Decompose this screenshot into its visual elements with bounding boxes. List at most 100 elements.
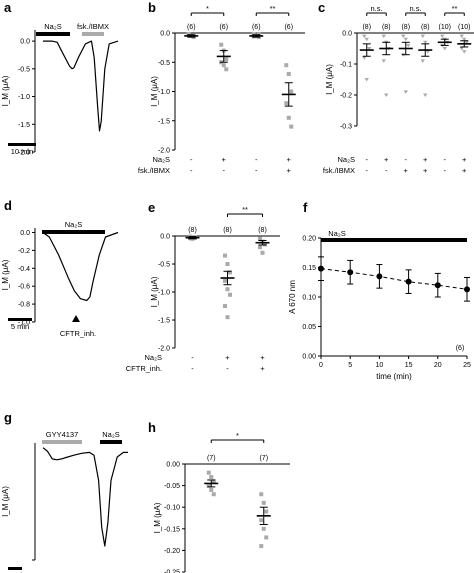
panel-e-condition-sign: + xyxy=(260,364,265,373)
panel-d-y-tick-label: -0.4 xyxy=(18,266,30,273)
panel-e-data-point xyxy=(223,304,227,308)
panel-b-data-point xyxy=(289,124,294,129)
panel-c-condition-sign: + xyxy=(404,166,409,175)
panel-b-y-tick-label: -1.0 xyxy=(158,89,170,96)
panel-c-data-point xyxy=(367,47,372,51)
panel-c-y-label: I_M (μA) xyxy=(325,64,334,95)
panel-h-data-point xyxy=(261,500,266,505)
panel-h-y-tick-label: -0.20 xyxy=(164,548,180,555)
panel-f-x-tick-label: 5 xyxy=(348,362,352,369)
panel-g-stimulus-bar xyxy=(42,440,82,444)
panel-c-data-point xyxy=(401,34,406,39)
panel-c-data-point xyxy=(442,47,447,51)
panel-c-data-point xyxy=(459,34,464,39)
panel-c-significance-label: ** xyxy=(452,4,458,13)
panel-h-y-tick-label: -0.15 xyxy=(164,526,180,533)
panel-h-y-tick-label: -0.10 xyxy=(164,505,180,512)
panel-e-y-tick-label: -1.5 xyxy=(158,318,170,325)
panel-d-scale-bar-label: 5 min xyxy=(11,322,29,331)
panel-a-stimulus-bar xyxy=(36,32,70,36)
panel-h-data-point xyxy=(259,492,264,497)
panel-e-y-label: I_M (μA) xyxy=(150,276,159,307)
panel-a-y-tick-label: -1.5 xyxy=(18,122,30,129)
panel-c-condition-sign: + xyxy=(423,166,428,175)
panel-f-stimulus-label: Na₂S xyxy=(328,229,346,238)
panel-f-y-tick-label: 0.05 xyxy=(302,324,316,331)
panel-b-condition-sign: + xyxy=(222,155,227,164)
panel-c-condition-sign: + xyxy=(462,166,467,175)
panel-c-data-point xyxy=(406,43,411,48)
panel-c-data-point xyxy=(362,34,367,39)
panel-e-data-point xyxy=(223,253,227,258)
panel-e-data-point xyxy=(263,242,267,247)
panel-c-data-point xyxy=(440,34,445,39)
panel-c-condition-sign: - xyxy=(444,155,447,164)
panel-f-y-label: A 670 nm xyxy=(288,280,297,314)
panel-b-y-label: I_M (μA) xyxy=(150,76,159,107)
panel-c-condition-sign: - xyxy=(405,155,408,164)
panel-e-data-point xyxy=(225,262,230,266)
panel-a-y-tick-label: -0.5 xyxy=(18,66,30,73)
panel-e-data-point xyxy=(228,292,232,297)
panel-d-trace xyxy=(42,231,119,302)
panel-c-data-point xyxy=(384,93,389,97)
panel-h-data-point xyxy=(259,544,264,549)
panel-c-n-label: (8) xyxy=(362,24,371,31)
panel-label-h: h xyxy=(148,420,156,435)
panel-e-n-label: (8) xyxy=(223,227,232,234)
panel-c-data-point xyxy=(462,37,467,42)
panel-a-y-tick-label: 0.0 xyxy=(20,39,30,46)
panel-c-condition-sign: + xyxy=(423,155,428,164)
panel-h-y-label: I_M (μA) xyxy=(153,502,162,533)
panel-e-data-point xyxy=(260,250,265,255)
panel-e-data-point xyxy=(228,270,232,275)
panel-f-x-tick-label: 15 xyxy=(405,362,413,369)
panel-b-condition-sign: - xyxy=(255,166,258,175)
panel-f-stimulus-bar xyxy=(321,238,467,242)
panel-c-significance-label: n.s. xyxy=(409,4,421,13)
panel-e-y-tick-label: -2.0 xyxy=(158,346,170,353)
panel-a-y-tick-label: -1.0 xyxy=(18,94,30,101)
panel-e-n-label: (8) xyxy=(188,227,197,234)
panel-e-data-point xyxy=(225,315,230,320)
panel-c-condition-sign: + xyxy=(462,155,467,164)
panel-h-data-point xyxy=(211,492,216,497)
panel-f-data-point xyxy=(464,286,470,293)
panel-c-y-tick-label: -0.1 xyxy=(340,62,352,69)
panel-f-y-tick-label: 0.10 xyxy=(302,295,316,302)
panel-c-y-tick-label: 0.0 xyxy=(342,31,352,38)
panel-d-arrow-label: CFTR_inh. xyxy=(60,329,96,338)
panel-label-b: b xyxy=(148,0,156,15)
panel-h-data-point xyxy=(206,483,211,488)
panel-b-condition-sign: - xyxy=(190,166,193,175)
panel-b-condition-label: fsk./IBMX xyxy=(138,166,170,175)
panel-c-data-point xyxy=(381,34,386,39)
panel-b-condition-label: Na₂S xyxy=(152,155,170,164)
panel-c-condition-sign: - xyxy=(366,155,369,164)
panel-g-stimulus-label: GYY4137 xyxy=(46,430,79,439)
panel-b-n-label: (6) xyxy=(284,24,293,31)
panel-c-data-point xyxy=(364,78,369,82)
panel-a-trace xyxy=(43,40,119,132)
panel-e-y-tick-label: -1.0 xyxy=(158,290,170,297)
panel-h-data-point xyxy=(264,509,269,514)
panel-h-data-point xyxy=(261,526,266,531)
panel-c-condition-sign: - xyxy=(366,166,369,175)
panel-b-data-point xyxy=(251,32,256,37)
panel-d-y-tick-label: -0.6 xyxy=(18,284,30,291)
panel-c-data-point xyxy=(403,37,408,42)
panel-f-y-tick-label: 0.15 xyxy=(302,265,316,272)
panel-g-stimulus-label: Na₂S xyxy=(102,430,120,439)
panel-c-condition-label: fsk./IBMX xyxy=(323,166,355,175)
panel-b-data-point xyxy=(286,115,291,120)
panel-b-condition-sign: + xyxy=(287,155,292,164)
panel-f-x-tick-label: 20 xyxy=(434,362,442,369)
panel-b-condition-sign: + xyxy=(287,166,292,175)
panel-a-scale-bar xyxy=(8,143,36,146)
panel-e-y-tick-label: -0.5 xyxy=(158,262,170,269)
panel-d-y-tick-label: 0.0 xyxy=(20,230,30,237)
panel-c-y-tick-label: -0.2 xyxy=(340,93,352,100)
panel-e-n-label: (8) xyxy=(258,227,267,234)
panel-h-y-tick-label: -0.25 xyxy=(164,570,180,573)
panel-a-y-tick-label: -2.0 xyxy=(18,150,30,157)
